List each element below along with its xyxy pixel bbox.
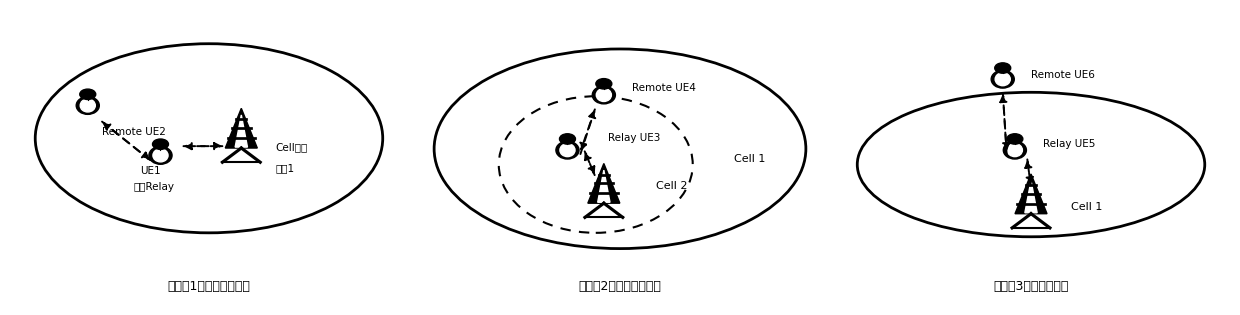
Circle shape (559, 134, 575, 144)
Text: UE1: UE1 (140, 166, 161, 176)
Text: （模式3）无覆盖场景: （模式3）无覆盖场景 (993, 280, 1069, 293)
Polygon shape (598, 170, 610, 202)
Text: Cell（小: Cell（小 (275, 142, 308, 152)
Ellipse shape (498, 96, 693, 233)
Text: Remote UE4: Remote UE4 (632, 83, 696, 93)
Text: Relay UE5: Relay UE5 (1043, 139, 1095, 149)
Text: （模式1）正常覆盖场景: （模式1）正常覆盖场景 (167, 280, 250, 293)
Ellipse shape (81, 99, 95, 112)
Ellipse shape (149, 146, 172, 164)
Circle shape (596, 79, 611, 89)
Ellipse shape (996, 73, 1011, 86)
Ellipse shape (596, 89, 611, 101)
Polygon shape (1024, 180, 1037, 213)
Text: 区）1: 区）1 (275, 163, 295, 174)
Circle shape (1007, 134, 1023, 144)
Ellipse shape (1003, 141, 1027, 159)
Text: Remote UE2: Remote UE2 (102, 127, 166, 137)
Text: Cell 1: Cell 1 (734, 154, 765, 164)
Ellipse shape (1007, 144, 1023, 157)
Ellipse shape (857, 92, 1205, 237)
Ellipse shape (560, 144, 575, 157)
Text: Remote UE6: Remote UE6 (1030, 70, 1095, 80)
Polygon shape (226, 108, 258, 148)
Circle shape (994, 63, 1011, 73)
Ellipse shape (76, 97, 99, 114)
Polygon shape (588, 163, 620, 203)
Circle shape (79, 89, 95, 100)
Polygon shape (1016, 174, 1047, 214)
Polygon shape (236, 115, 248, 147)
Text: 中继Relay: 中继Relay (134, 182, 175, 192)
Ellipse shape (153, 149, 169, 162)
Ellipse shape (35, 44, 383, 233)
Ellipse shape (434, 49, 806, 249)
Circle shape (153, 139, 169, 149)
Ellipse shape (593, 86, 615, 104)
Text: Relay UE3: Relay UE3 (608, 133, 660, 143)
Ellipse shape (556, 141, 579, 159)
Text: Cell 1: Cell 1 (1071, 202, 1102, 212)
Text: （模式2）扩展覆盖场景: （模式2）扩展覆盖场景 (579, 280, 661, 293)
Text: Cell 2: Cell 2 (656, 180, 688, 191)
Ellipse shape (991, 70, 1014, 88)
